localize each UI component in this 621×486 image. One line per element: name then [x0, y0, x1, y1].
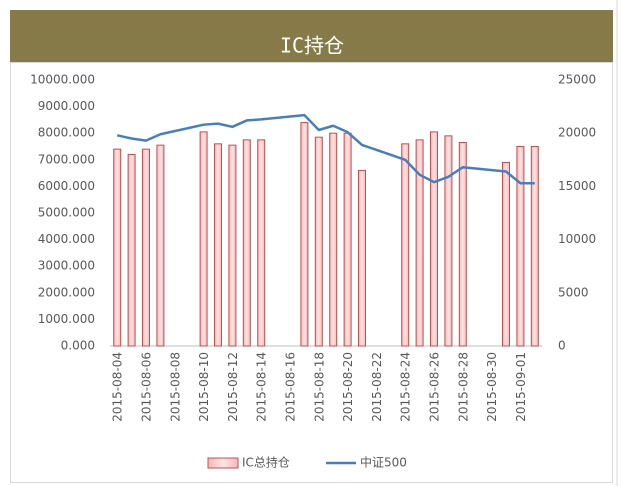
- x-tick-label: 2015-08-26: [428, 352, 442, 422]
- y2-tick-label: 10000: [558, 232, 596, 246]
- x-tick-label: 2015-08-14: [255, 352, 269, 422]
- bar: [242, 139, 251, 347]
- bar: [415, 139, 424, 347]
- x-tick-label: 2015-08-10: [197, 352, 211, 422]
- legend-swatch: [207, 457, 239, 469]
- bar: [329, 132, 338, 347]
- y2-tick-label: 0: [558, 339, 566, 353]
- bar: [127, 153, 136, 347]
- y2-tick-label: 5000: [558, 285, 589, 299]
- bar: [300, 122, 309, 347]
- y2-tick-label: 20000: [558, 126, 596, 140]
- line: [116, 113, 535, 185]
- y-tick-label: 6000.000: [38, 179, 95, 193]
- y-tick-label: 1000.000: [38, 312, 95, 326]
- x-tick-label: 2015-08-18: [312, 352, 326, 422]
- y-tick-label: 8000.000: [38, 126, 95, 140]
- bar: [199, 131, 208, 347]
- x-tick-label: 2015-08-24: [399, 352, 413, 422]
- bar: [343, 132, 352, 347]
- bar: [430, 131, 438, 347]
- y-tick-label: 2000.000: [38, 285, 95, 299]
- y-tick-label: 5000.000: [38, 206, 95, 220]
- bar: [314, 136, 323, 347]
- y-tick-label: 3000.000: [38, 259, 95, 273]
- y2-tick-label: 15000: [558, 179, 596, 193]
- bar: [502, 161, 510, 347]
- chart-title: IC持仓: [280, 34, 344, 58]
- x-tick-label: 2015-09-01: [514, 352, 528, 422]
- y-tick-label: 9000.000: [38, 99, 95, 113]
- chart-border: [10, 62, 613, 483]
- bar: [257, 139, 266, 347]
- bar: [516, 146, 525, 347]
- x-tick-label: 2015-08-28: [456, 352, 470, 422]
- x-tick-label: 2015-08-20: [341, 352, 355, 422]
- bar: [358, 169, 366, 347]
- bar: [156, 144, 165, 347]
- y-tick-label: 10000.000: [30, 73, 95, 87]
- x-tick-label: 2015-08-04: [111, 352, 125, 422]
- bar: [214, 143, 222, 347]
- bar: [401, 143, 410, 347]
- y-tick-label: 4000.000: [38, 232, 95, 246]
- bar: [228, 144, 237, 347]
- x-tick-label: 2015-08-30: [485, 352, 499, 422]
- legend-label: IC总持仓: [242, 455, 290, 470]
- y2-tick-label: 25000: [558, 73, 596, 87]
- y-tick-label: 0.000: [61, 339, 95, 353]
- title-bar: [10, 10, 613, 62]
- x-tick-label: 2015-08-16: [284, 352, 298, 422]
- x-tick-label: 2015-08-08: [168, 352, 182, 422]
- bar: [113, 148, 122, 347]
- x-tick-label: 2015-08-06: [140, 352, 154, 422]
- bar: [142, 148, 150, 347]
- bar: [444, 135, 453, 347]
- legend-label: 中证500: [360, 455, 407, 470]
- x-tick-label: 2015-08-22: [370, 352, 384, 422]
- bar: [458, 142, 467, 347]
- bar: [530, 146, 539, 347]
- x-tick-label: 2015-08-12: [226, 352, 240, 422]
- y-tick-label: 7000.000: [38, 152, 95, 166]
